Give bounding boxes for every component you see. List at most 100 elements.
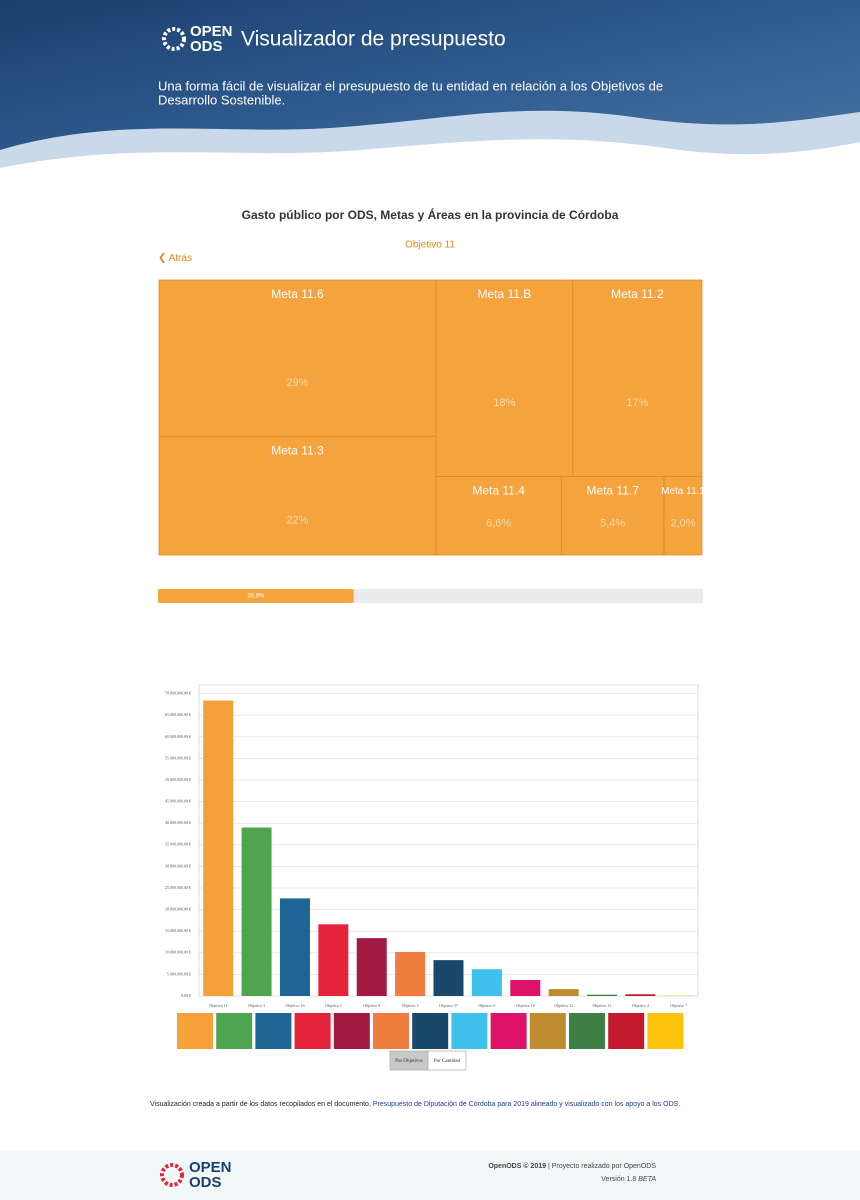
- logo-ring: [162, 27, 186, 51]
- ods-icon[interactable]: [608, 1013, 645, 1049]
- logo-text: ODS: [189, 1174, 222, 1191]
- footer-background: [0, 1150, 860, 1200]
- bar: [203, 700, 234, 996]
- plot-area: [198, 684, 699, 997]
- footer-brand: OpenODS © 2019: [488, 1162, 546, 1170]
- x-tick-label: Objetivo 7: [670, 1003, 687, 1008]
- tile-value: 6,6%: [486, 518, 511, 530]
- bar: [510, 980, 541, 996]
- bar: [625, 994, 656, 996]
- y-tick-label: 35.000.000,00 €: [165, 842, 191, 848]
- tile-label: Meta 11.4: [472, 484, 525, 498]
- y-tick-label: 65.000.000,00 €: [165, 712, 191, 718]
- x-tick-label: Objetivo 6: [478, 1003, 495, 1008]
- x-tick-label: Objetivo 13: [593, 1003, 612, 1008]
- tile-label: Meta 11.B: [477, 287, 531, 301]
- toggle-button[interactable]: [427, 1050, 467, 1071]
- note: Visualización creada a partir de los dat…: [150, 1101, 680, 1108]
- tile-value: 2,0%: [670, 518, 695, 530]
- footer-credit: OpenODS © 2019 | Proyecto realizado por …: [488, 1162, 656, 1170]
- treemap-tile: [572, 279, 703, 477]
- y-tick-label: 10.000.000,00 €: [165, 950, 191, 956]
- y-tick-label: 70.000.000,00 €: [165, 691, 191, 697]
- tile-value: 29%: [286, 377, 308, 389]
- footer-version: Versión 1.8 BETA: [601, 1176, 656, 1183]
- subtitle: Una forma fácil de visualizar el presupu…: [158, 78, 663, 93]
- chart-title: Gasto público por ODS, Metas y Áreas en …: [242, 207, 619, 222]
- note-text: Visualización creada a partir de los dat…: [150, 1101, 373, 1108]
- y-tick-label: 25.000.000,00 €: [165, 885, 191, 891]
- tile-value: 5,4%: [600, 518, 625, 530]
- x-tick-label: Objetivo 10: [516, 1003, 535, 1008]
- note-link[interactable]: Presupuesto de Diputación de Córdoba par…: [373, 1101, 680, 1108]
- ods-icon[interactable]: [647, 1013, 684, 1049]
- y-tick-label: 50.000.000,00 €: [165, 777, 191, 783]
- x-tick-label: Objetivo 17: [439, 1003, 458, 1008]
- ods-icon[interactable]: [255, 1013, 292, 1049]
- ods-icon[interactable]: [412, 1013, 449, 1049]
- chart-subtitle: Objetivo 11: [405, 240, 455, 251]
- y-tick-label: 30.000.000,00 €: [165, 863, 191, 869]
- treemap-tile: [561, 476, 665, 556]
- tile-value: 17%: [626, 397, 648, 409]
- toggle-label[interactable]: Por Cantidad: [434, 1059, 461, 1064]
- treemap-tile: [663, 476, 703, 556]
- tile-label: Meta 11.6: [271, 287, 324, 301]
- ods-icon[interactable]: [373, 1013, 409, 1049]
- ods-icon[interactable]: [177, 1013, 213, 1049]
- treemap-tile: [158, 279, 437, 437]
- beta-label: BETA: [638, 1176, 656, 1183]
- tile-label: Meta 11.3: [271, 444, 324, 458]
- ods-icon[interactable]: [294, 1013, 331, 1049]
- progress-bar: [158, 589, 354, 603]
- treemap-tile: [158, 436, 437, 556]
- x-tick-label: Objetivo 5: [402, 1003, 419, 1008]
- ods-icon[interactable]: [333, 1013, 370, 1049]
- header-wave: [0, 139, 860, 180]
- ods-icon[interactable]: [569, 1013, 605, 1049]
- toggle-label[interactable]: Por Objetivos: [395, 1059, 423, 1064]
- ods-icon[interactable]: [216, 1013, 253, 1049]
- y-tick-label: 5.000.000,00 €: [167, 971, 191, 977]
- y-tick-label: 60.000.000,00 €: [165, 734, 191, 740]
- y-tick-label: 15.000.000,00 €: [165, 928, 191, 934]
- x-tick-label: Objetivo 8: [363, 1003, 380, 1008]
- bar: [279, 898, 310, 996]
- page-title: Visualizador de presupuesto: [241, 28, 506, 51]
- x-tick-label: Objetivo 12: [554, 1003, 573, 1008]
- y-tick-label: 20.000.000,00 €: [165, 907, 191, 913]
- tile-label: Meta 11.2: [611, 287, 664, 301]
- bar: [548, 989, 579, 996]
- back-button[interactable]: ❮ Atrás: [158, 253, 192, 264]
- x-tick-label: Objetivo 16: [285, 1003, 304, 1008]
- y-tick-label: 0,00 €: [181, 993, 191, 999]
- subtitle: Desarrollo Sostenible.: [158, 92, 285, 107]
- tile-label: Meta 11.7: [586, 484, 639, 498]
- ods-icon[interactable]: [529, 1013, 566, 1049]
- bar: [587, 994, 618, 996]
- version-text: Versión 1.8: [601, 1176, 638, 1183]
- logo-text: OPEN: [189, 1159, 232, 1176]
- treemap-tile: [435, 279, 574, 477]
- footer-credit-text: | Proyecto realizado por OpenODS: [546, 1163, 656, 1170]
- y-tick-label: 45.000.000,00 €: [165, 799, 191, 805]
- bar: [241, 827, 272, 996]
- tile-value: 22%: [286, 515, 308, 527]
- logo-ring: [160, 1163, 184, 1187]
- x-tick-label: Objetivo 1: [325, 1003, 342, 1008]
- bar: [395, 951, 426, 996]
- y-tick-label: 55.000.000,00 €: [165, 755, 191, 761]
- logo-text: OPEN: [190, 23, 233, 40]
- tile-value: 18%: [493, 397, 515, 409]
- bar: [318, 924, 349, 996]
- x-tick-label: Objetivo 11: [209, 1003, 228, 1008]
- bar: [356, 938, 387, 996]
- ods-icon[interactable]: [490, 1013, 527, 1049]
- ods-icon[interactable]: [451, 1013, 488, 1049]
- back-label[interactable]: Atrás: [169, 253, 192, 264]
- logo-text: ODS: [190, 38, 223, 55]
- footer-logo: OPEN ODS: [160, 1159, 232, 1191]
- x-tick-label: Objetivo 4: [632, 1003, 649, 1008]
